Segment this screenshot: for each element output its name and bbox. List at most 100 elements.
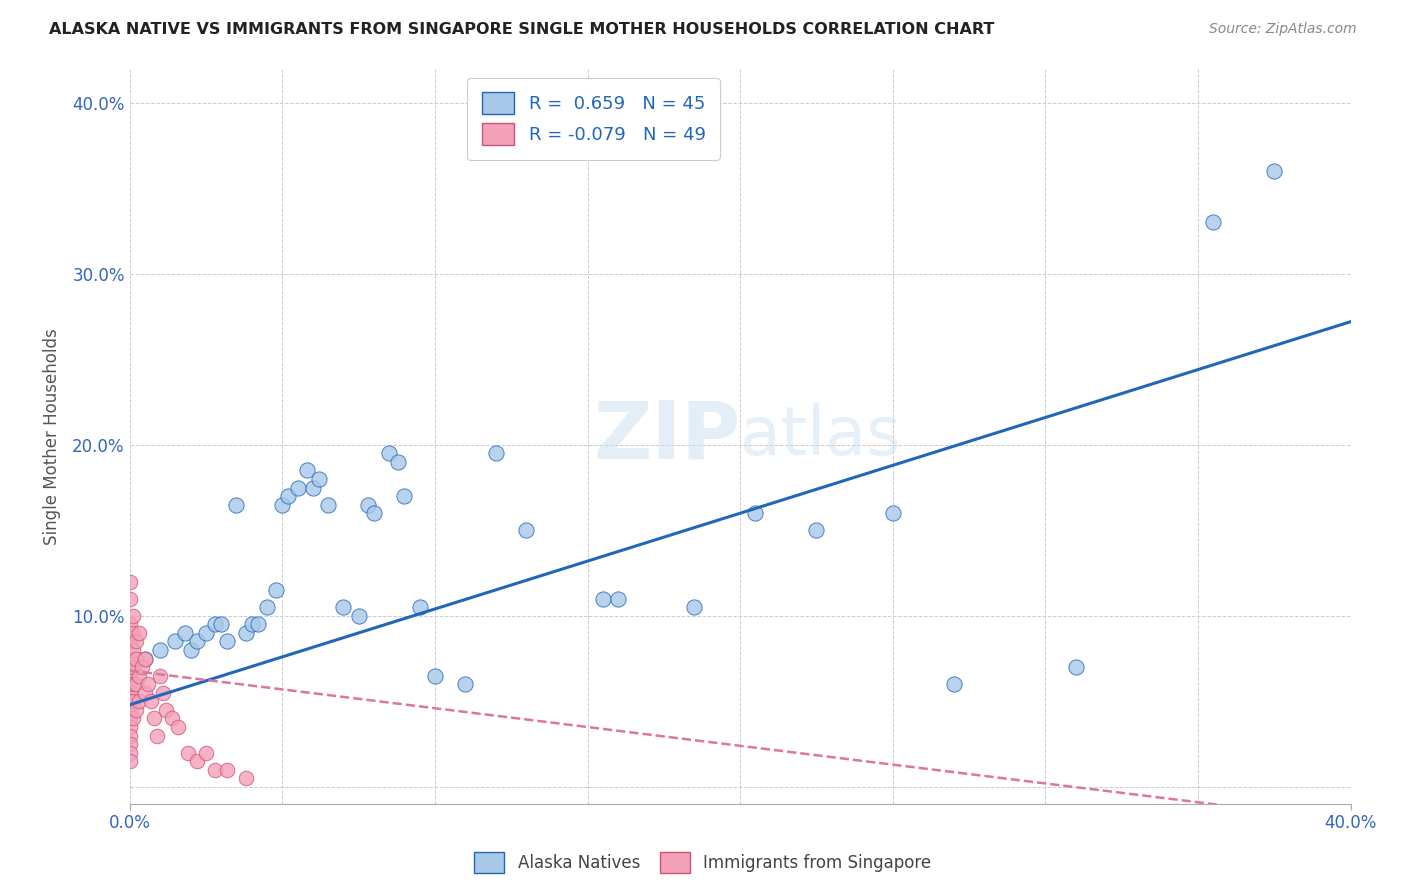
Point — [186, 634, 208, 648]
Point — [118, 720, 141, 734]
Point — [134, 686, 156, 700]
Point — [162, 711, 184, 725]
Point — [942, 677, 965, 691]
Point — [118, 729, 141, 743]
Point — [118, 651, 141, 665]
Point — [378, 446, 401, 460]
Point — [287, 481, 309, 495]
Point — [357, 498, 380, 512]
Point — [316, 498, 339, 512]
Point — [683, 600, 706, 615]
Point — [118, 703, 141, 717]
Point — [485, 446, 508, 460]
Point — [186, 754, 208, 768]
Point — [256, 600, 278, 615]
Point — [121, 711, 143, 725]
Point — [744, 506, 766, 520]
Point — [146, 729, 169, 743]
Point — [167, 720, 190, 734]
Point — [204, 763, 226, 777]
Text: ZIP: ZIP — [593, 397, 740, 475]
Point — [194, 746, 217, 760]
Point — [607, 591, 630, 606]
Point — [194, 626, 217, 640]
Point — [301, 481, 323, 495]
Text: Source: ZipAtlas.com: Source: ZipAtlas.com — [1209, 22, 1357, 37]
Point — [149, 669, 172, 683]
Point — [235, 626, 257, 640]
Point — [118, 686, 141, 700]
Point — [118, 737, 141, 751]
Point — [134, 651, 156, 665]
Point — [240, 617, 263, 632]
Point — [408, 600, 430, 615]
Point — [143, 711, 166, 725]
Point — [118, 660, 141, 674]
Point — [332, 600, 354, 615]
Point — [118, 711, 141, 725]
Text: ALASKA NATIVE VS IMMIGRANTS FROM SINGAPORE SINGLE MOTHER HOUSEHOLDS CORRELATION : ALASKA NATIVE VS IMMIGRANTS FROM SINGAPO… — [49, 22, 994, 37]
Point — [295, 463, 318, 477]
Point — [128, 669, 150, 683]
Point — [173, 626, 195, 640]
Point — [277, 489, 299, 503]
Point — [363, 506, 385, 520]
Point — [134, 651, 156, 665]
Point — [347, 608, 370, 623]
Point — [118, 677, 141, 691]
Legend: R =  0.659   N = 45, R = -0.079   N = 49: R = 0.659 N = 45, R = -0.079 N = 49 — [467, 78, 720, 160]
Point — [423, 669, 446, 683]
Point — [121, 608, 143, 623]
Point — [118, 754, 141, 768]
Point — [125, 677, 148, 691]
Point — [246, 617, 269, 632]
Point — [121, 694, 143, 708]
Point — [125, 703, 148, 717]
Point — [121, 677, 143, 691]
Point — [235, 772, 257, 786]
Point — [209, 617, 232, 632]
Point — [176, 746, 198, 760]
Point — [128, 694, 150, 708]
Point — [271, 498, 294, 512]
Point — [515, 524, 537, 538]
Point — [136, 677, 159, 691]
Point — [1064, 660, 1087, 674]
Point — [118, 617, 141, 632]
Point — [592, 591, 614, 606]
Point — [118, 746, 141, 760]
Point — [264, 583, 287, 598]
Point — [454, 677, 477, 691]
Point — [165, 634, 187, 648]
Y-axis label: Single Mother Households: Single Mother Households — [44, 328, 60, 545]
Point — [125, 651, 148, 665]
Text: atlas: atlas — [740, 403, 901, 469]
Point — [308, 472, 330, 486]
Point — [125, 634, 148, 648]
Point — [180, 643, 202, 657]
Point — [1202, 215, 1225, 229]
Point — [806, 524, 828, 538]
Point — [155, 703, 177, 717]
Point — [121, 660, 143, 674]
Point — [882, 506, 904, 520]
Point — [121, 626, 143, 640]
Point — [131, 660, 153, 674]
Point — [394, 489, 416, 503]
Point — [118, 694, 141, 708]
Point — [152, 686, 174, 700]
Point — [139, 694, 162, 708]
Point — [217, 763, 239, 777]
Point — [118, 669, 141, 683]
Point — [217, 634, 239, 648]
Point — [1263, 164, 1285, 178]
Point — [118, 591, 141, 606]
Legend: Alaska Natives, Immigrants from Singapore: Alaska Natives, Immigrants from Singapor… — [468, 846, 938, 880]
Point — [225, 498, 247, 512]
Point — [128, 626, 150, 640]
Point — [121, 643, 143, 657]
Point — [118, 634, 141, 648]
Point — [387, 455, 409, 469]
Point — [149, 643, 172, 657]
Point — [118, 574, 141, 589]
